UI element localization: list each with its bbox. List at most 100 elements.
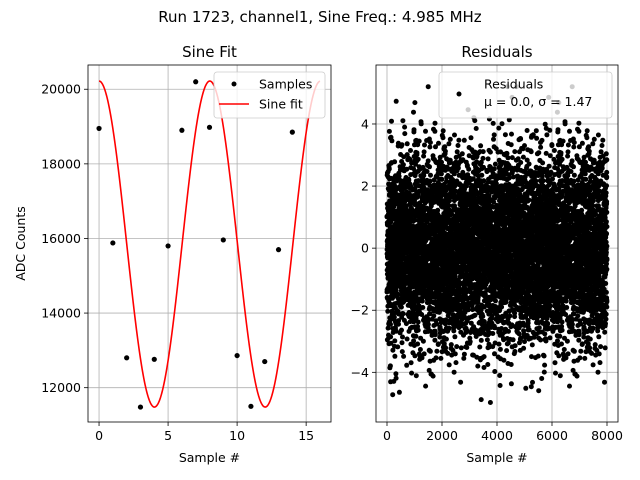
residual-point	[433, 144, 438, 150]
residual-point	[416, 138, 422, 144]
sample-point	[179, 127, 185, 133]
residual-point	[443, 317, 449, 323]
sample-point	[248, 403, 254, 409]
residual-point	[484, 337, 490, 343]
residual-point	[385, 308, 391, 314]
residual-point	[433, 355, 439, 361]
residual-point	[408, 148, 413, 153]
residual-point	[508, 362, 514, 367]
residual-point	[458, 345, 464, 351]
residual-point	[427, 348, 433, 354]
residual-point	[452, 132, 457, 138]
residual-point	[427, 144, 433, 150]
residual-point	[413, 373, 419, 379]
residual-point	[419, 298, 425, 304]
residual-point	[439, 176, 445, 182]
residual-point	[399, 327, 404, 333]
residual-point	[443, 345, 449, 351]
residual-point	[411, 109, 416, 115]
residual-point	[487, 149, 493, 155]
residual-point	[512, 310, 518, 316]
sample-point	[124, 355, 130, 361]
residual-point	[512, 349, 518, 354]
legend-samples-label: Samples	[259, 77, 312, 92]
residual-point	[421, 149, 427, 155]
residual-point	[434, 348, 440, 354]
sample-point	[275, 247, 282, 253]
residual-point	[393, 375, 399, 381]
residual-point	[425, 158, 431, 164]
residual-point	[468, 135, 474, 141]
residual-point	[387, 363, 393, 369]
residual-point	[478, 337, 484, 343]
residual-point	[445, 350, 451, 356]
sine-fit-legend: Samples Sine fit	[213, 71, 326, 119]
residual-point	[477, 344, 483, 350]
sine-fit-data	[96, 79, 321, 410]
residual-point	[408, 360, 414, 366]
residual-point	[446, 362, 452, 368]
residual-point	[444, 187, 449, 193]
residual-point	[402, 131, 408, 137]
residual-point	[427, 311, 433, 317]
sine-fit-y-tick-label: 14000	[41, 306, 81, 321]
residual-point	[458, 379, 464, 385]
residual-point	[478, 397, 484, 403]
residual-point	[508, 381, 514, 387]
residual-point	[435, 341, 441, 347]
sample-point	[206, 124, 213, 130]
residual-point	[427, 178, 433, 184]
residual-point	[411, 127, 417, 133]
residual-point	[481, 178, 487, 184]
residual-point	[420, 338, 426, 344]
residual-point	[437, 334, 443, 340]
residual-point	[402, 124, 408, 130]
residual-point	[432, 328, 438, 334]
residual-point	[425, 318, 431, 324]
residual-point	[439, 159, 444, 165]
residual-point	[504, 151, 510, 156]
sample-point	[151, 356, 157, 362]
residual-point	[391, 314, 397, 320]
residual-point	[404, 336, 410, 342]
residual-point	[440, 135, 446, 141]
residual-point	[423, 128, 428, 134]
residual-point	[506, 328, 511, 334]
sample-point	[289, 129, 295, 135]
sine-fit-x-tick-label: 5	[164, 428, 172, 443]
residual-point	[501, 357, 507, 363]
residual-point	[430, 373, 436, 379]
sine-fit-xlabel: Sample #	[179, 450, 240, 465]
residual-point	[400, 162, 406, 168]
residual-point	[472, 118, 478, 124]
residuals-title: Residuals	[461, 43, 532, 61]
sine-fit-x-tick-label: 15	[298, 428, 314, 443]
residual-point	[460, 169, 466, 175]
residual-point	[491, 132, 497, 138]
residual-point	[428, 172, 433, 178]
residual-point	[386, 166, 392, 172]
residual-point	[441, 341, 447, 347]
sample-point	[96, 125, 102, 132]
residual-point	[435, 207, 441, 213]
residual-point	[497, 383, 503, 388]
residual-point	[404, 141, 410, 147]
sine-fit-x-tick-label: 10	[229, 428, 245, 443]
sine-fit-y-tick-label: 16000	[41, 231, 81, 246]
residual-point	[438, 355, 444, 361]
residual-point	[432, 332, 438, 338]
residual-point	[480, 149, 486, 155]
residual-point	[452, 273, 458, 279]
residual-point	[404, 362, 410, 368]
sample-point	[165, 243, 171, 249]
residual-point	[473, 126, 479, 131]
residual-point	[400, 311, 406, 317]
residual-point	[447, 136, 453, 142]
residual-point	[490, 331, 496, 336]
residual-point	[509, 131, 514, 137]
residual-point	[425, 84, 431, 90]
sine-fit-y-tick-label: 12000	[41, 380, 81, 395]
residual-point	[499, 121, 505, 127]
residual-point	[428, 328, 433, 334]
